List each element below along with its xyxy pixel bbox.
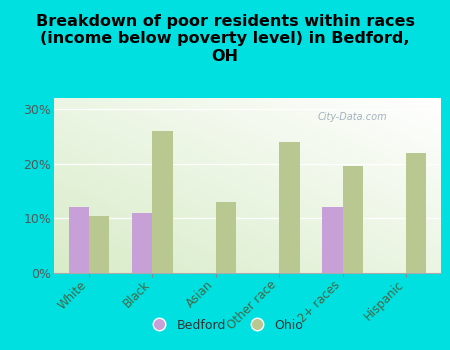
Bar bbox=[153, 131, 173, 273]
Legend: Bedford, Ohio: Bedford, Ohio bbox=[141, 314, 309, 337]
Bar bbox=[279, 142, 300, 273]
Text: City-Data.com: City-Data.com bbox=[317, 112, 387, 122]
Bar bbox=[132, 213, 153, 273]
Bar bbox=[322, 207, 342, 273]
Bar bbox=[89, 216, 109, 273]
Bar bbox=[216, 202, 236, 273]
Bar bbox=[406, 153, 427, 273]
Bar bbox=[68, 207, 89, 273]
Bar bbox=[342, 166, 363, 273]
Text: Breakdown of poor residents within races
(income below poverty level) in Bedford: Breakdown of poor residents within races… bbox=[36, 14, 414, 64]
